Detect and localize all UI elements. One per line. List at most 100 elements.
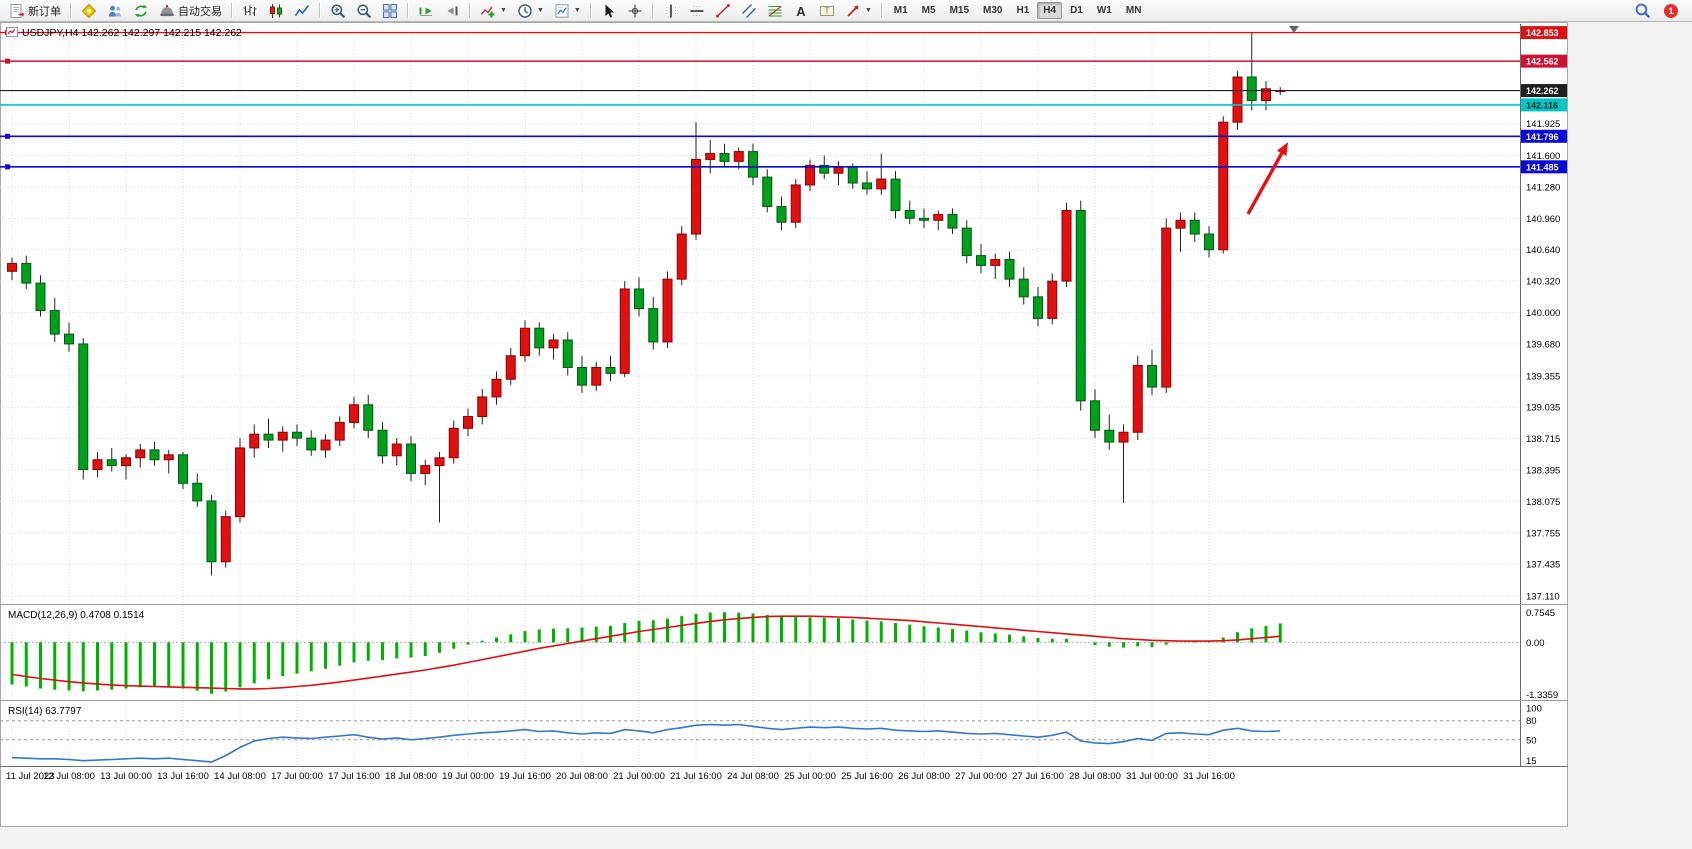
price-tag-label: 142.116 xyxy=(1526,100,1558,110)
hline-141.485[interactable]: 141.485 xyxy=(0,160,1567,174)
vertical-line-button[interactable] xyxy=(659,0,683,21)
candle xyxy=(192,482,203,502)
refresh-button[interactable] xyxy=(129,0,153,21)
bar-chart-button[interactable] xyxy=(238,0,262,21)
candle xyxy=(363,404,374,431)
periods-button[interactable]: ▼ xyxy=(513,0,548,21)
crosshair-button[interactable] xyxy=(623,0,647,21)
chart-background xyxy=(0,22,1692,849)
timeframe-m15[interactable]: M15 xyxy=(949,5,970,16)
price-tick: 138.715 xyxy=(1526,434,1560,445)
toolbar-right-cluster: 1 xyxy=(1629,0,1688,21)
chart-canvas[interactable]: 142.853 142.562 142.262 142.116 141.796 141.4… xyxy=(0,22,1692,849)
candle xyxy=(106,459,117,467)
hline-141.796[interactable]: 141.796 xyxy=(0,129,1567,143)
timeframe-m5[interactable]: M5 xyxy=(921,5,936,16)
timeframe-h4[interactable]: H4 xyxy=(1037,2,1063,19)
indicators-dropdown-caret[interactable]: ▼ xyxy=(500,7,507,14)
chart-shift-marker[interactable] xyxy=(1289,26,1299,33)
candle xyxy=(520,327,530,357)
templates-button[interactable]: ▼ xyxy=(550,0,585,21)
tile-windows-icon xyxy=(383,3,397,18)
main-toolbar: 新订单 自动交易 ▼ ▼ ▼ A T ▼ M1 M5 M15 M30 H1 H4 D1 W1 MN 1 xyxy=(0,0,1692,22)
hline-142.116[interactable]: 142.116 xyxy=(0,98,1567,112)
periods-icon xyxy=(518,3,532,18)
timeframe-m30[interactable]: M30 xyxy=(983,5,1003,16)
price-tick: 139.355 xyxy=(1526,371,1560,382)
hline-142.562[interactable]: 142.562 xyxy=(0,54,1567,68)
hline-142.262[interactable]: 142.262 xyxy=(0,84,1567,98)
line-chart-button[interactable] xyxy=(290,0,314,21)
price-tick: 140.320 xyxy=(1526,277,1560,288)
chart-title: USDJPY,H4 142.262 142.297 142.215 142.26… xyxy=(22,27,242,39)
zoom-in-button[interactable] xyxy=(326,0,350,21)
arrows-button[interactable]: ▼ xyxy=(841,0,876,21)
arrow-annotation[interactable] xyxy=(1246,142,1288,215)
time-tick: 19 Jul 00:00 xyxy=(442,771,494,782)
candle xyxy=(776,206,787,223)
fibonacci-button[interactable] xyxy=(763,0,787,21)
candle-chart-icon xyxy=(270,3,282,18)
rsi-axis-label: 15 xyxy=(1526,756,1537,767)
time-tick: 21 Jul 00:00 xyxy=(613,771,665,782)
timeframe-h1[interactable]: H1 xyxy=(1016,5,1030,16)
timeframe-m1[interactable]: M1 xyxy=(893,5,908,16)
candle xyxy=(719,153,730,162)
time-tick: 31 Jul 00:00 xyxy=(1126,771,1178,782)
horizontal-line-button[interactable] xyxy=(685,0,709,21)
price-tick: 139.035 xyxy=(1526,403,1560,414)
notification-badge[interactable]: 1 xyxy=(1664,3,1678,18)
chart-objects xyxy=(6,26,1299,215)
candle xyxy=(1075,209,1086,402)
toolbar-separator xyxy=(407,3,409,18)
candle xyxy=(292,431,302,439)
timeframe-d1[interactable]: D1 xyxy=(1070,5,1083,16)
candle xyxy=(1175,219,1186,229)
candle xyxy=(477,396,488,418)
timeframe-w1[interactable]: W1 xyxy=(1096,5,1112,16)
cursor-button[interactable] xyxy=(597,0,621,21)
periods-dropdown-caret[interactable]: ▼ xyxy=(536,7,544,14)
candle-chart-button[interactable] xyxy=(264,0,288,21)
indicators-button[interactable]: ▼ xyxy=(476,0,511,21)
arrows-icon xyxy=(847,5,859,17)
auto-scroll-button[interactable] xyxy=(414,0,438,21)
candle xyxy=(862,182,872,190)
chart-shift-button[interactable] xyxy=(440,0,464,21)
autotrading-button[interactable]: 自动交易 xyxy=(155,0,226,21)
candle xyxy=(1147,365,1157,388)
candle xyxy=(434,457,445,467)
toolbar-separator xyxy=(231,3,233,18)
trendline-button[interactable] xyxy=(711,0,735,21)
toolbar-separator xyxy=(70,3,72,18)
candle xyxy=(420,465,431,474)
profiles-button[interactable] xyxy=(103,0,127,21)
candle xyxy=(1218,121,1229,251)
templates-dropdown-caret[interactable]: ▼ xyxy=(573,7,581,14)
price-axis[interactable] xyxy=(1521,26,1567,766)
text-button[interactable]: A xyxy=(789,0,813,21)
new-order-icon xyxy=(10,3,25,18)
candle xyxy=(178,454,188,484)
new-order-button[interactable]: 新订单 xyxy=(5,0,65,21)
autotrading-icon xyxy=(160,4,174,16)
tile-windows-button[interactable] xyxy=(378,0,402,21)
metaeditor-button[interactable] xyxy=(77,0,101,21)
toolbar-separator xyxy=(589,3,592,18)
macd-axis-label: 0.00 xyxy=(1526,638,1545,649)
price-tick: 138.395 xyxy=(1526,466,1560,477)
candle xyxy=(577,366,587,386)
text-label-button[interactable]: T xyxy=(815,0,839,21)
search-button[interactable] xyxy=(1630,0,1655,21)
timeframe-mn[interactable]: MN xyxy=(1125,5,1142,16)
time-tick: 19 Jul 16:00 xyxy=(499,771,551,782)
channel-button[interactable] xyxy=(737,0,761,21)
candle xyxy=(249,433,260,449)
search-icon xyxy=(1635,3,1651,19)
zoom-out-button[interactable] xyxy=(352,0,376,21)
candle xyxy=(463,416,473,429)
time-tick: 27 Jul 00:00 xyxy=(955,771,1007,782)
candle xyxy=(377,429,388,457)
arrows-dropdown-caret[interactable]: ▼ xyxy=(864,7,872,14)
